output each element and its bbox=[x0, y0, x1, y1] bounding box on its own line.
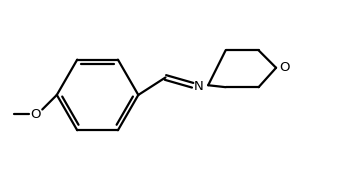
Text: O: O bbox=[279, 61, 290, 74]
Text: N: N bbox=[194, 80, 203, 93]
Text: O: O bbox=[30, 108, 41, 121]
